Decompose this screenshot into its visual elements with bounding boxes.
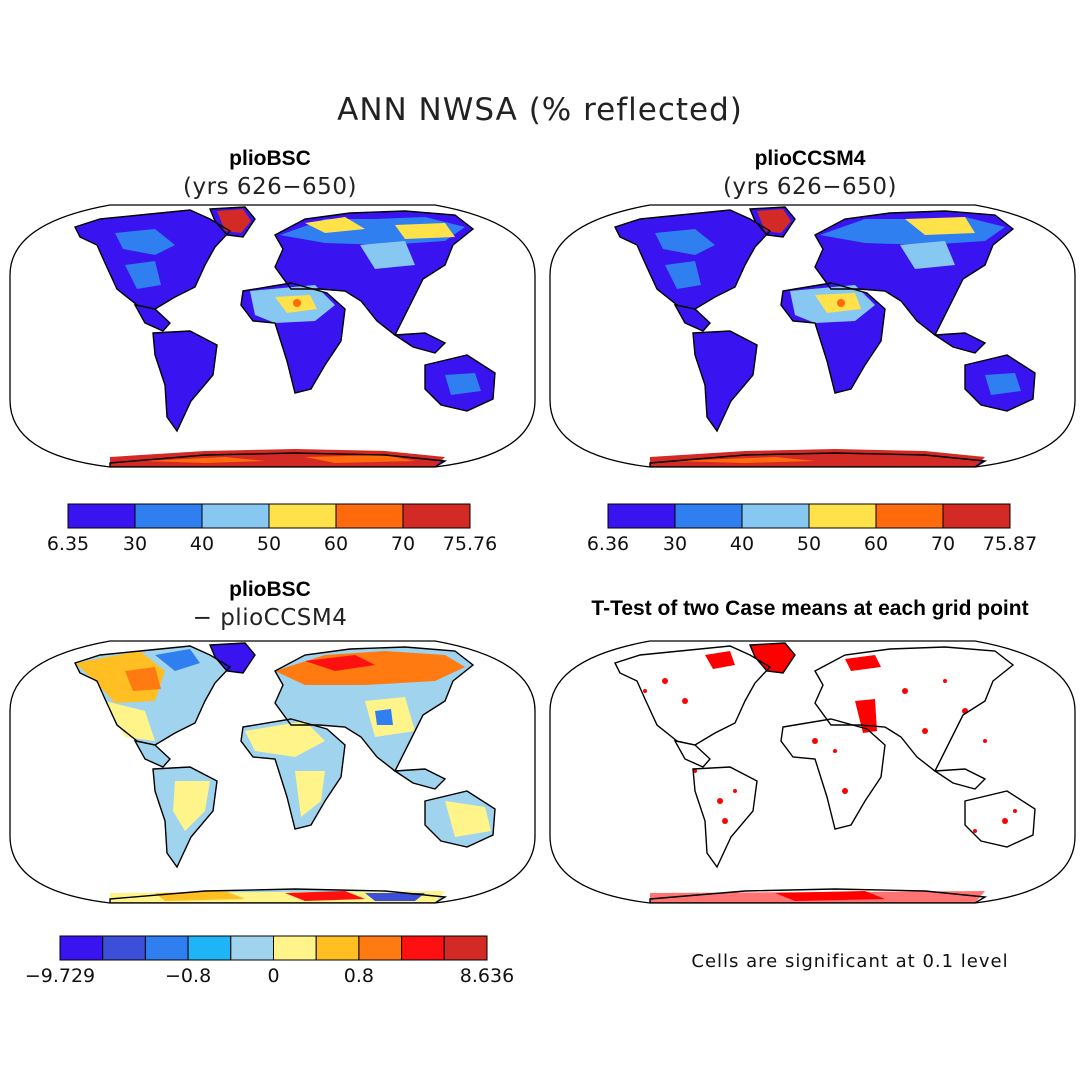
colorbar-swatch [144, 935, 189, 961]
colorbar-tick-label: 0 [267, 965, 279, 987]
map-frame [549, 204, 1076, 468]
colorbar-swatch [67, 503, 136, 529]
colorbar-tick-label: 6.35 [47, 533, 89, 555]
colorbar-swatch [335, 503, 404, 529]
antarctica-ice [650, 449, 985, 467]
colorbar-swatch [402, 503, 471, 529]
map-difference [9, 640, 536, 904]
colorbar-swatch [674, 503, 743, 529]
map-plioBSC [9, 204, 536, 468]
colorbar-swatch [59, 935, 104, 961]
colorbar-swatch [315, 935, 360, 961]
significant-cells [643, 643, 1017, 903]
main-title: ANN NWSA (% reflected) [337, 92, 743, 128]
colorbar-swatch [134, 503, 203, 529]
colorbar-swatch [187, 935, 232, 961]
colorbar-tick-label: 40 [730, 533, 754, 555]
significance-footnote: Cells are significant at 0.1 level [691, 951, 1009, 972]
colorbar-plioCCSM4: 6.36 30 40 50 60 70 75.87 [587, 503, 1037, 555]
colorbar-tick-label: 75.87 [983, 533, 1037, 555]
colorbar-plioBSC: 6.35 30 40 50 60 70 75.76 [47, 503, 497, 555]
colorbar-swatch [358, 935, 403, 961]
colorbar-swatch [808, 503, 877, 529]
colorbar-swatch [443, 935, 488, 961]
panel-4-title: T-Test of two Case means at each grid po… [591, 597, 1029, 620]
panel-1-subtitle: (yrs 626−650) [183, 174, 357, 200]
colorbar-tick-label: −0.8 [165, 965, 211, 987]
colorbar-tick-label: 50 [797, 533, 821, 555]
panel-2-subtitle: (yrs 626−650) [723, 174, 897, 200]
colorbar-swatch [401, 935, 445, 961]
colorbar-tick-label: 70 [391, 533, 415, 555]
map-frame [549, 640, 1076, 904]
map-plioCCSM4 [549, 204, 1076, 468]
colorbar-swatch [875, 503, 944, 529]
antarctica-ice [110, 449, 445, 467]
colorbar-tick-label: 30 [123, 533, 147, 555]
colorbar-tick-label: 70 [931, 533, 955, 555]
colorbar-tick-label: 60 [864, 533, 888, 555]
colorbar-tick-label: 8.636 [460, 965, 514, 987]
colorbar-swatch [268, 503, 337, 529]
map-frame [9, 204, 536, 468]
map-ttest-significance [549, 640, 1076, 904]
high-albedo-patches [655, 217, 1021, 395]
difference-patches [75, 643, 491, 903]
colorbar-swatch [741, 503, 810, 529]
panel-1-title: plioBSC [229, 147, 311, 170]
high-albedo-patches [115, 217, 481, 395]
colorbar-tick-label: 6.36 [587, 533, 629, 555]
panel-3-subtitle: − plioCCSM4 [192, 605, 348, 631]
greenland-ice [757, 209, 791, 233]
colorbar-tick-label: 0.8 [344, 965, 374, 987]
colorbar-tick-label: 50 [257, 533, 281, 555]
greenland-ice [217, 209, 251, 233]
colorbar-tick-label: 40 [190, 533, 214, 555]
colorbar-swatch [102, 935, 146, 961]
colorbar-swatch [230, 935, 275, 961]
colorbar-swatch [942, 503, 1011, 529]
colorbar-tick-label: 60 [324, 533, 348, 555]
colorbar-tick-label: 75.76 [443, 533, 497, 555]
colorbar-swatch [273, 935, 317, 961]
colorbar-swatch [201, 503, 270, 529]
colorbar-swatch [607, 503, 676, 529]
panel-3-title: plioBSC [229, 578, 311, 601]
map-frame [9, 640, 536, 904]
panel-2-title: plioCCSM4 [754, 147, 866, 170]
colorbar-tick-label: −9.729 [25, 965, 95, 987]
colorbar-tick-label: 30 [663, 533, 687, 555]
colorbar-difference: −9.729 −0.8 0 0.8 8.636 [25, 935, 514, 987]
